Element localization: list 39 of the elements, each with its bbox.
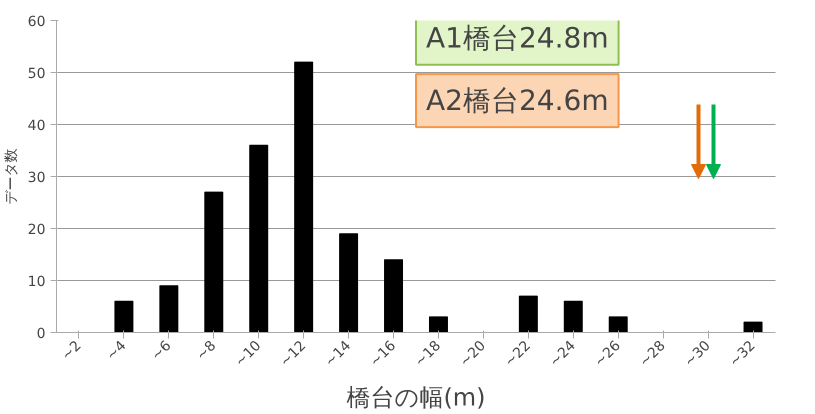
x-tick-label: ~14: [322, 338, 354, 370]
bar: [114, 300, 134, 332]
x-tick-label: ~4: [104, 338, 130, 364]
x-tick-label: ~16: [366, 338, 400, 370]
y-tick-label: 10: [28, 274, 46, 290]
x-tick-label: ~6: [148, 338, 175, 364]
bar: [159, 285, 178, 332]
x-tick-label: ~32: [726, 338, 759, 370]
bar: [428, 316, 448, 332]
x-tick-label: ~28: [636, 338, 669, 370]
x-tick-label: ~2: [58, 338, 85, 364]
y-tick-label: 60: [28, 14, 46, 30]
bar: [204, 192, 224, 332]
y-axis-title: データ数: [4, 148, 20, 204]
x-tick-label: ~12: [277, 338, 310, 370]
x-tick-label: ~8: [194, 338, 220, 364]
y-tick-label: 20: [28, 222, 46, 238]
bar: [608, 316, 628, 332]
y-tick-label: 40: [28, 118, 46, 134]
y-tick-label: 50: [28, 66, 46, 82]
bar: [564, 300, 583, 332]
bar: [518, 296, 538, 332]
x-tick-label: ~18: [412, 338, 444, 370]
annotation: A1橋台24.8m: [426, 22, 609, 55]
bar: [744, 322, 763, 332]
x-tick-label: ~30: [682, 338, 714, 370]
x-tick-label: ~10: [232, 338, 264, 370]
y-tick-label: 0: [36, 326, 46, 342]
x-tick-label: ~26: [592, 338, 624, 370]
x-tick-label: ~24: [546, 338, 579, 370]
x-tick-label: ~20: [456, 338, 490, 370]
bar: [249, 144, 268, 332]
y-tick-label: 30: [28, 170, 46, 186]
x-tick-label: ~22: [502, 338, 534, 370]
bar: [294, 62, 314, 332]
bar: [384, 259, 404, 332]
x-axis-title: 橋台の幅(m): [346, 384, 486, 412]
bar: [339, 233, 358, 332]
annotation: A2橋台24.6m: [426, 84, 609, 118]
